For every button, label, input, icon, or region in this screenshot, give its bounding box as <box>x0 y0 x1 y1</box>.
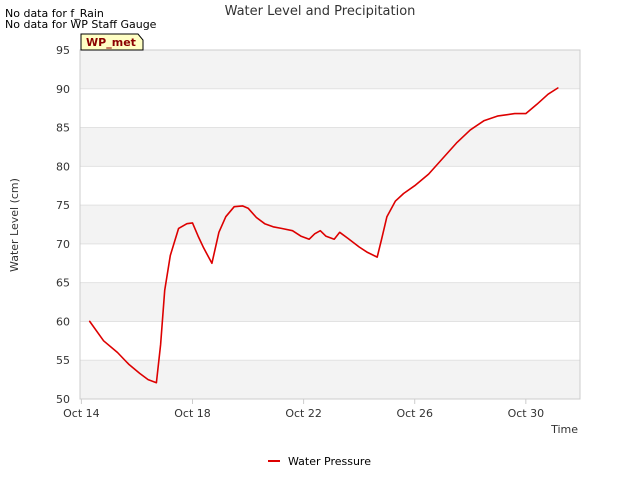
series-layer <box>88 87 559 384</box>
y-tick-label: 55 <box>56 354 70 367</box>
wp-met-badge: WP_met <box>80 33 144 51</box>
x-tick-label: Oct 22 <box>285 407 322 420</box>
x-tick-label: Oct 26 <box>396 407 433 420</box>
x-axis: Oct 14 Oct 18 Oct 22 Oct 26 Oct 30 <box>63 399 544 420</box>
y-tick-label: 95 <box>56 44 70 57</box>
grid-band <box>80 360 580 399</box>
y-tick-label: 90 <box>56 83 70 96</box>
badge-label: WP_met <box>86 36 136 49</box>
y-tick-label: 70 <box>56 238 70 251</box>
grid-bands <box>80 50 580 399</box>
x-tick-label: Oct 18 <box>174 407 211 420</box>
grid-band <box>80 50 580 89</box>
y-axis-label: Water Level (cm) <box>8 178 21 272</box>
x-tick-label: Oct 14 <box>63 407 100 420</box>
badge-background <box>80 33 144 51</box>
y-tick-label: 75 <box>56 199 70 212</box>
grid-band <box>80 282 580 322</box>
chart-title: Water Level and Precipitation <box>225 4 416 19</box>
grid-band <box>80 127 580 167</box>
y-tick-label: 65 <box>56 277 70 290</box>
legend-label-water-pressure: Water Pressure <box>288 455 371 468</box>
series-line-water-pressure <box>88 87 559 384</box>
grid-lines <box>80 49 580 400</box>
x-tick-label: Oct 30 <box>508 407 545 420</box>
legend: Water Pressure <box>268 455 371 468</box>
x-axis-label: Time <box>550 423 578 436</box>
plot-border <box>79 49 581 400</box>
no-data-note-staff-gauge: No data for WP Staff Gauge <box>5 18 157 31</box>
y-tick-label: 80 <box>56 160 70 173</box>
y-tick-label: 50 <box>56 393 70 406</box>
y-tick-label: 60 <box>56 315 70 328</box>
y-tick-label: 85 <box>56 122 70 135</box>
y-axis: 50 55 60 65 70 75 80 85 90 95 <box>56 44 70 406</box>
no-data-note-rain: No data for f_Rain <box>5 7 104 20</box>
